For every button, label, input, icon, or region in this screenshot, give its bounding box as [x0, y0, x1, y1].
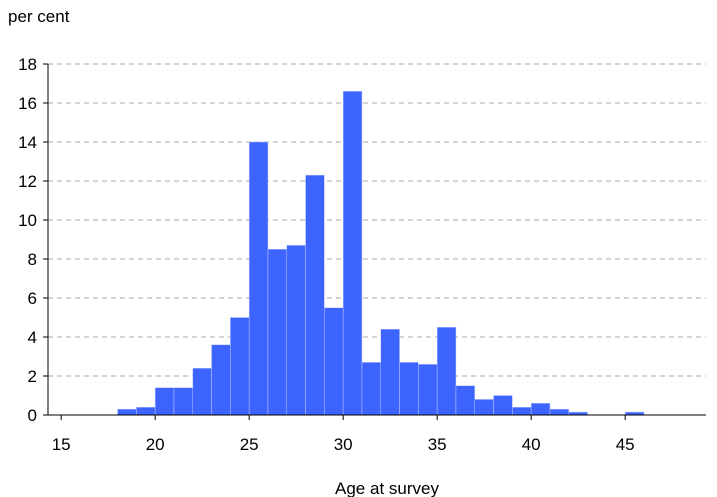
x-tick-label-30: 30	[334, 435, 353, 454]
bar-38	[493, 395, 513, 416]
y-tick-label-4: 4	[28, 328, 37, 347]
x-tick-label-25: 25	[240, 435, 259, 454]
bar-30	[342, 91, 363, 416]
bar-20	[154, 387, 175, 416]
axes	[43, 63, 706, 420]
y-tick-label-2: 2	[28, 367, 37, 386]
bar-24	[230, 317, 250, 416]
y-tick-label-6: 6	[28, 289, 37, 308]
bar-26	[267, 249, 288, 416]
bar-31	[361, 362, 382, 416]
bar-41	[549, 408, 570, 416]
bar-35	[436, 327, 457, 416]
y-tick-label-14: 14	[18, 133, 37, 152]
bar-28	[305, 174, 325, 416]
y-tick-label-10: 10	[18, 211, 37, 230]
x-axis-title: Age at survey	[335, 479, 439, 497]
y-axis-title: per cent	[8, 7, 70, 26]
x-tick-label-35: 35	[428, 435, 447, 454]
bar-32	[380, 328, 400, 416]
y-tick-label-18: 18	[18, 55, 37, 74]
bar-37	[474, 399, 494, 416]
y-tick-label-16: 16	[18, 94, 37, 113]
y-tick-label-8: 8	[28, 250, 37, 269]
bar-34	[418, 364, 438, 416]
bar-21	[173, 387, 194, 416]
bar-25	[248, 141, 269, 416]
y-tick-label-12: 12	[18, 172, 37, 191]
y-tick-labels: 0 2 4 6 8 10 12 14 16 18	[18, 55, 37, 425]
bars	[117, 91, 645, 416]
y-tick-label-0: 0	[28, 406, 37, 425]
x-tick-label-40: 40	[522, 435, 541, 454]
bar-29	[324, 307, 344, 416]
bar-18	[117, 408, 137, 416]
x-tick-label-20: 20	[146, 435, 165, 454]
x-tick-labels: 15 20 25 30 35 40 45	[52, 435, 635, 454]
x-tick-label-15: 15	[52, 435, 71, 454]
bar-36	[455, 385, 476, 416]
bar-39	[512, 406, 532, 416]
gridlines	[48, 63, 706, 377]
bar-19	[136, 406, 156, 416]
bar-33	[399, 362, 419, 416]
bar-40	[530, 403, 551, 416]
bar-27	[286, 245, 306, 416]
x-tick-label-45: 45	[616, 435, 635, 454]
bar-22	[192, 367, 212, 416]
bar-23	[211, 344, 231, 416]
